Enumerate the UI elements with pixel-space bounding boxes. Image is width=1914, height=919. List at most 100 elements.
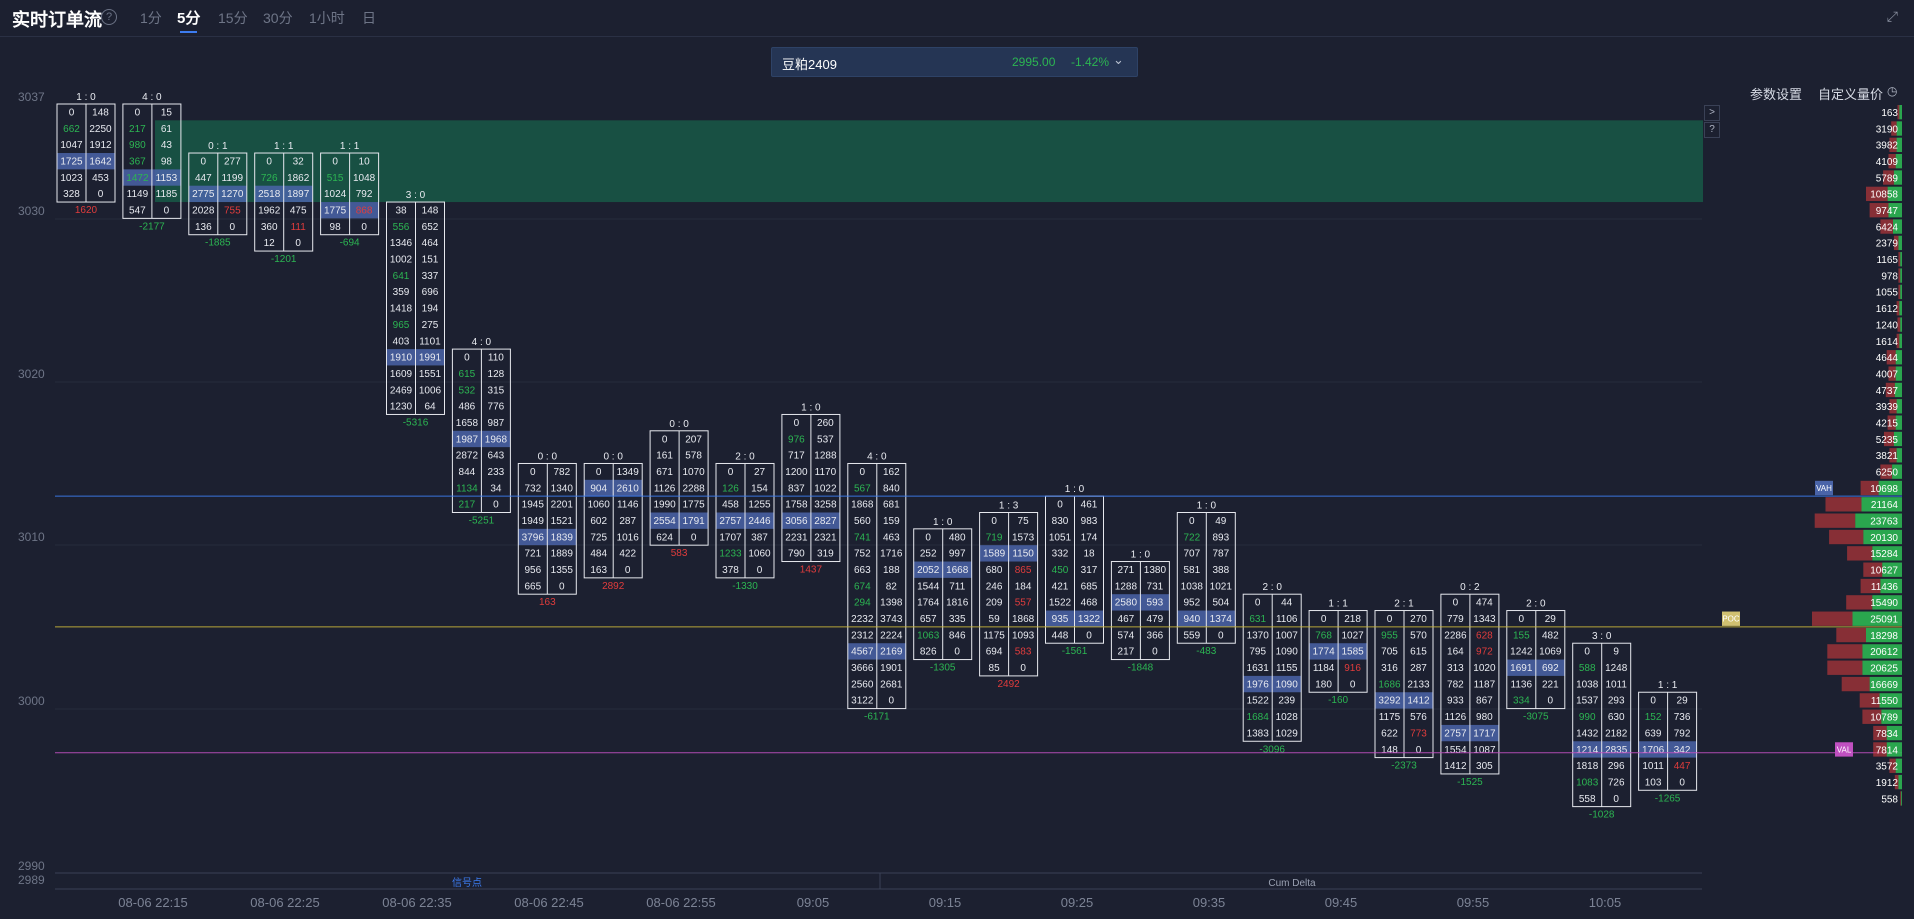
ask-volume: 75 bbox=[1018, 516, 1030, 527]
clock-icon[interactable]: ◷ bbox=[1887, 84, 1898, 98]
profile-sell-bar bbox=[1896, 333, 1900, 349]
ask-volume: 111 bbox=[291, 222, 307, 233]
ask-volume: 2133 bbox=[1407, 679, 1430, 690]
symbol-selector[interactable]: 豆粕2409 2995.00 -1.42% ⌄ bbox=[771, 47, 1138, 77]
ask-volume: 893 bbox=[1212, 532, 1229, 543]
bar-delta: -1525 bbox=[1457, 777, 1483, 788]
bar-delta: 1437 bbox=[800, 565, 823, 576]
timeframe-day[interactable]: 日 bbox=[362, 10, 376, 26]
timeframe-1m[interactable]: 1分 bbox=[140, 10, 162, 26]
profile-volume-label: 5789 bbox=[1876, 173, 1899, 184]
signal-label: 信号点 bbox=[452, 877, 482, 889]
imbalance-label: 1 : 1 bbox=[1658, 680, 1678, 691]
ask-volume: 1717 bbox=[1473, 728, 1496, 739]
custom-volume-link[interactable]: 自定义量价 bbox=[1818, 87, 1884, 102]
bid-volume: 844 bbox=[459, 467, 476, 478]
profile-volume-label: 16669 bbox=[1870, 680, 1898, 691]
bid-volume: 725 bbox=[590, 532, 607, 543]
ask-volume: 1288 bbox=[814, 451, 837, 462]
ask-volume: 0 bbox=[954, 647, 960, 658]
imbalance-label: 2 : 1 bbox=[1394, 599, 1414, 610]
bid-volume: 2028 bbox=[192, 206, 215, 217]
bid-volume: 1976 bbox=[1247, 679, 1270, 690]
bid-volume: 904 bbox=[590, 483, 607, 494]
profile-sell-bar bbox=[1836, 627, 1866, 643]
ask-volume: 867 bbox=[1476, 696, 1493, 707]
bar-delta: -1885 bbox=[205, 238, 231, 249]
imbalance-label: 1 : 1 bbox=[274, 141, 294, 152]
timeframe-1h[interactable]: 1小时 bbox=[309, 10, 345, 26]
ask-volume: 1398 bbox=[880, 598, 903, 609]
profile-buy-bar bbox=[1863, 529, 1902, 545]
ask-volume: 1775 bbox=[682, 500, 705, 511]
settings-link[interactable]: 参数设置 bbox=[1750, 87, 1803, 102]
bid-volume: 0 bbox=[728, 467, 734, 478]
bid-volume: 558 bbox=[1579, 794, 1596, 805]
profile-volume-label: 20612 bbox=[1870, 647, 1898, 658]
profile-buy-bar bbox=[1895, 415, 1902, 430]
bid-volume: 161 bbox=[656, 451, 673, 462]
profile-volume-label: 15284 bbox=[1870, 549, 1898, 560]
bid-volume: 3122 bbox=[851, 696, 874, 707]
ask-volume: 773 bbox=[1410, 728, 1427, 739]
ask-volume: 1028 bbox=[1276, 712, 1299, 723]
bid-volume: 59 bbox=[989, 614, 1001, 625]
profile-sell-bar bbox=[1889, 758, 1896, 773]
bid-volume: 316 bbox=[1381, 663, 1398, 674]
ask-volume: 1380 bbox=[1144, 565, 1167, 576]
footprint-bar bbox=[979, 512, 1039, 677]
question-circle-icon[interactable]: ? bbox=[101, 9, 117, 25]
ask-volume: 782 bbox=[553, 467, 570, 478]
bid-volume: 0 bbox=[1321, 614, 1327, 625]
ask-volume: 3258 bbox=[814, 500, 837, 511]
profile-marker-label: VAL bbox=[1837, 745, 1852, 754]
footprint-bar bbox=[1440, 593, 1500, 775]
footprint-bar bbox=[583, 462, 643, 579]
imbalance-label: 1 : 0 bbox=[1197, 501, 1217, 512]
profile-buy-bar bbox=[1855, 513, 1902, 528]
ask-volume: 159 bbox=[883, 516, 900, 527]
bid-volume: 0 bbox=[794, 418, 800, 429]
y-tick-label: 3020 bbox=[18, 367, 45, 381]
ask-volume: 736 bbox=[1674, 712, 1691, 723]
ask-volume: 0 bbox=[493, 500, 499, 511]
profile-volume-label: 18298 bbox=[1870, 631, 1898, 642]
ask-volume: 260 bbox=[817, 418, 834, 429]
help-button[interactable]: ? bbox=[1704, 122, 1720, 138]
imbalance-label: 2 : 0 bbox=[1262, 582, 1282, 593]
bid-volume: 0 bbox=[1453, 598, 1459, 609]
collapse-arrows-icon[interactable]: ⤢ bbox=[1886, 8, 1898, 24]
ask-volume: 82 bbox=[886, 581, 898, 592]
profile-sell-bar bbox=[1880, 219, 1893, 234]
ask-volume: 2224 bbox=[880, 630, 903, 641]
bid-volume: 1684 bbox=[1247, 712, 1270, 723]
ask-volume: 0 bbox=[625, 565, 631, 576]
chevron-down-icon: ⌄ bbox=[1113, 52, 1124, 67]
ask-volume: 0 bbox=[1613, 794, 1619, 805]
bid-volume: 148 bbox=[1381, 745, 1398, 756]
ask-volume: 32 bbox=[293, 157, 305, 168]
scroll-right-button[interactable]: > bbox=[1704, 105, 1720, 121]
profile-volume-label: 558 bbox=[1881, 794, 1898, 805]
ask-volume: 293 bbox=[1608, 696, 1625, 707]
bid-volume: 1522 bbox=[1247, 696, 1270, 707]
x-tick-label: 08-06 22:25 bbox=[250, 895, 320, 910]
profile-buy-bar bbox=[1888, 203, 1902, 218]
ask-volume: 305 bbox=[1476, 761, 1493, 772]
profile-marker-label: POC bbox=[1722, 615, 1740, 624]
bid-volume: 680 bbox=[986, 565, 1003, 576]
ask-volume: 0 bbox=[295, 238, 301, 249]
bid-volume: 1554 bbox=[1444, 745, 1467, 756]
profile-sell-bar bbox=[1898, 284, 1901, 300]
ask-volume: 980 bbox=[1476, 712, 1493, 723]
bid-volume: 726 bbox=[261, 173, 278, 184]
timeframe-5m[interactable]: 5分 bbox=[177, 7, 200, 33]
timeframe-30m[interactable]: 30分 bbox=[263, 10, 293, 26]
profile-volume-label: 11436 bbox=[1871, 582, 1899, 593]
ask-volume: 461 bbox=[1081, 500, 1098, 511]
footprint-bar bbox=[188, 152, 248, 236]
bid-volume: 588 bbox=[1579, 663, 1596, 674]
profile-sell-bar bbox=[1873, 725, 1887, 741]
timeframe-15m[interactable]: 15分 bbox=[218, 10, 248, 26]
bid-volume: 665 bbox=[524, 581, 541, 592]
